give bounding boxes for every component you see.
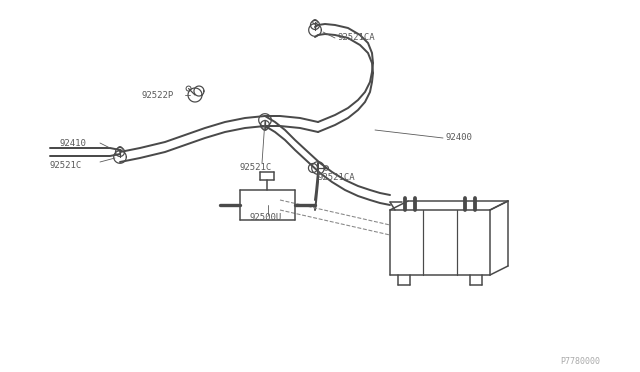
Text: 92521CA: 92521CA <box>338 33 376 42</box>
Text: 92500U: 92500U <box>250 214 282 222</box>
Text: 92400: 92400 <box>445 134 472 142</box>
Text: 92522P: 92522P <box>142 90 174 99</box>
Text: P7780000: P7780000 <box>560 357 600 366</box>
Text: 92521CA: 92521CA <box>318 173 356 183</box>
Text: 92521C: 92521C <box>50 160 83 170</box>
Text: 92521C: 92521C <box>240 164 272 173</box>
Text: 92410: 92410 <box>60 138 87 148</box>
